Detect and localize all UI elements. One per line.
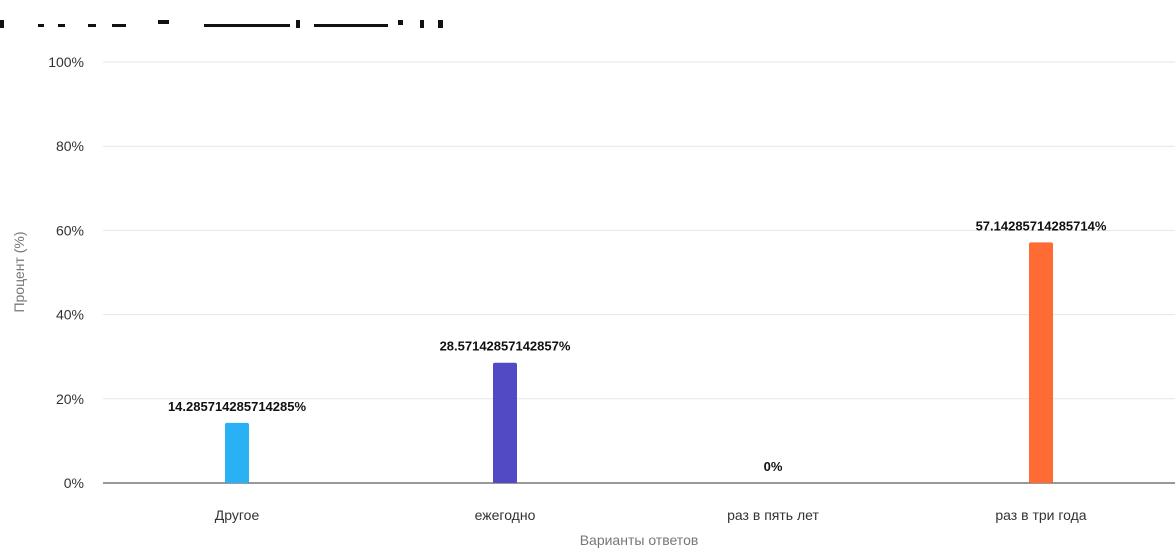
- y-tick-label: 100%: [48, 54, 84, 70]
- data-labels: 14.285714285714285% 28.57142857142857% 0% 5…: [168, 218, 1107, 474]
- x-axis-title: Варианты ответов: [580, 532, 699, 548]
- cropped-heading-fragment: [0, 0, 1175, 28]
- x-tick-label: ежегодно: [475, 507, 536, 523]
- data-label: 14.285714285714285%: [168, 399, 307, 414]
- x-tick-label: раз в три года: [995, 507, 1086, 523]
- y-tick-label: 60%: [56, 222, 84, 238]
- bars: [225, 242, 1053, 483]
- data-label: 0%: [764, 459, 783, 474]
- y-axis-title: Процент (%): [11, 231, 27, 312]
- x-tick-label: Другое: [215, 507, 260, 523]
- grid-lines: [103, 61, 1175, 400]
- x-tick-label: раз в пять лет: [727, 507, 819, 523]
- y-axis-ticks: 0% 20% 40% 60% 80% 100%: [48, 54, 84, 491]
- bar[interactable]: [225, 422, 249, 483]
- y-tick-label: 80%: [56, 138, 84, 154]
- y-tick-label: 20%: [56, 391, 84, 407]
- x-axis-ticks: Другое ежегодно раз в пять лет раз в три го…: [215, 507, 1087, 523]
- data-label: 28.57142857142857%: [440, 339, 571, 354]
- y-tick-label: 40%: [56, 307, 84, 323]
- data-label: 57.14285714285714%: [976, 218, 1107, 233]
- bar[interactable]: [493, 362, 517, 483]
- y-tick-label: 0%: [64, 475, 84, 491]
- bar[interactable]: [1029, 242, 1053, 483]
